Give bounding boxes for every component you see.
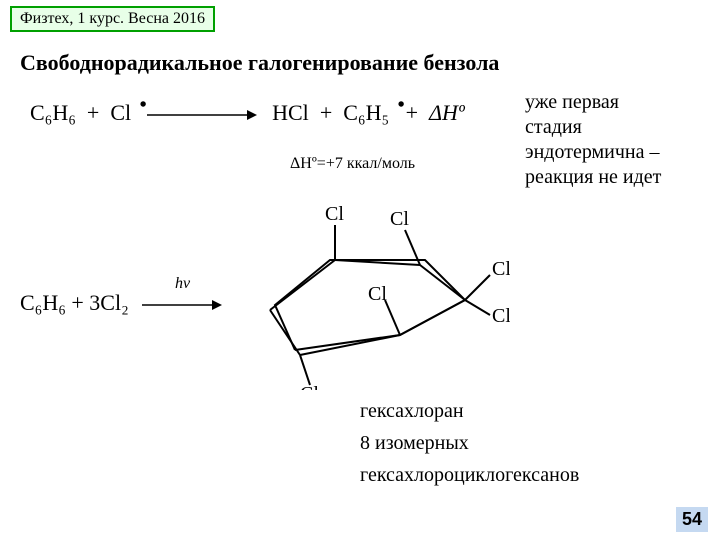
- equation-2: C₆H₆ + 3Cl₂: [20, 290, 222, 318]
- note1-line2: стадия: [525, 116, 582, 138]
- eq1-plus1: +: [87, 100, 99, 125]
- cl-label: Cl: [300, 383, 319, 390]
- caption2-line2: 8 изомерных: [360, 432, 469, 454]
- page-title: Свободнорадикальное галогенирование бенз…: [20, 50, 499, 76]
- note1-line4: реакция не идет: [525, 166, 661, 188]
- cl-label: Cl: [492, 258, 510, 280]
- eq1-plus2: +: [320, 100, 332, 125]
- course-header-text: Физтех, 1 курс. Весна 2016: [20, 10, 205, 27]
- arrow-icon: [142, 292, 222, 318]
- course-header-box: Физтех, 1 курс. Весна 2016: [10, 6, 215, 32]
- product-caption: гексахлоран 8 изомерных гексахлороциклог…: [360, 395, 680, 491]
- cl-label: Cl: [390, 208, 409, 230]
- arrow-icon: [147, 102, 257, 128]
- radical-dot-icon: •: [140, 94, 147, 117]
- caption2-line3: гексахлороциклогексанов: [360, 464, 579, 486]
- eq1-c6h6: C₆H₆: [30, 100, 76, 125]
- eq1-hcl: HCl: [272, 100, 309, 125]
- cl-label: Cl: [368, 283, 387, 305]
- radical-dot-icon: •: [398, 94, 405, 117]
- caption2-line1: гексахлоран: [360, 400, 464, 422]
- eq1-cl-radical: Cl•: [110, 100, 136, 125]
- eq1-deltaH: ΔHº: [429, 100, 465, 125]
- cl-label: Cl: [492, 305, 510, 327]
- note-endothermic: уже первая стадия эндотермична – реакция…: [525, 90, 705, 190]
- eq1-cl: Cl: [110, 100, 131, 125]
- cl-label: Cl: [325, 203, 344, 225]
- note1-line3: эндотермична –: [525, 141, 660, 163]
- eq1-plus3: +: [406, 100, 418, 125]
- page-number: 54: [676, 507, 708, 532]
- hexachlorane-structure: Cl Cl Cl Cl Cl Cl: [250, 200, 510, 395]
- note1-line1: уже первая: [525, 91, 619, 113]
- eq2-hv: hν: [175, 275, 190, 293]
- eq1-c6h5-radical: C₆H₅•: [343, 100, 394, 125]
- eq2-lhs: C₆H₆ + 3Cl₂: [20, 290, 129, 315]
- equation-1: C₆H₆ + Cl• HCl + C₆H₅• + ΔHº: [30, 100, 465, 128]
- delta-h-value: ΔHº=+7 ккал/моль: [290, 155, 415, 173]
- eq1-c6h5: C₆H₅: [343, 100, 389, 125]
